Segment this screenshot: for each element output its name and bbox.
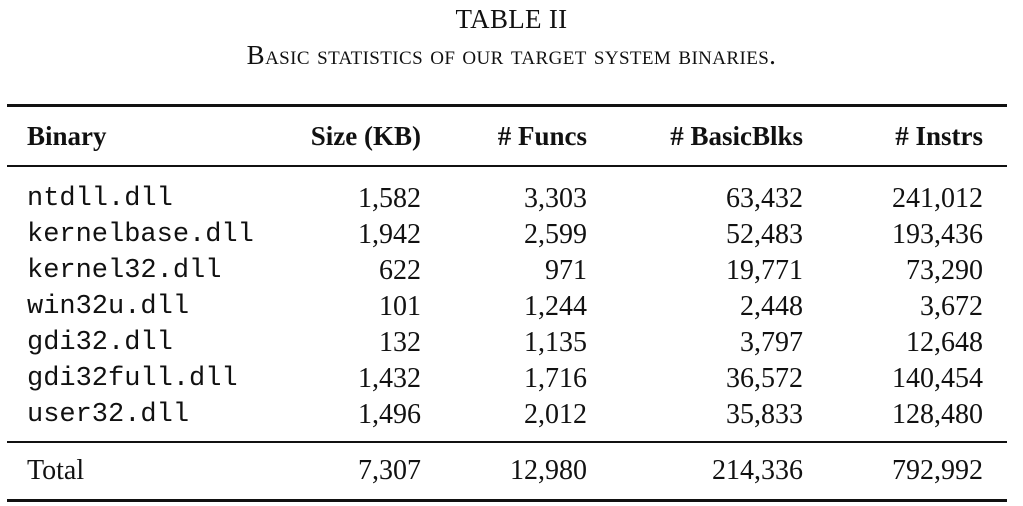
total-instrs: 792,992 bbox=[827, 441, 1007, 502]
table-row: ntdll.dll 1,582 3,303 63,432 241,012 bbox=[7, 166, 1007, 217]
cell-basic-blocks: 19,771 bbox=[726, 255, 803, 286]
header-basic-blocks: # BasicBlks bbox=[611, 104, 827, 167]
cell-funcs: 971 bbox=[545, 255, 587, 286]
cell-funcs: 1,135 bbox=[524, 327, 587, 358]
cell-binary: ntdll.dll bbox=[27, 184, 173, 214]
header-row: Binary Size (KB) # Funcs # BasicBlks # I… bbox=[7, 104, 1007, 167]
cell-basic-blocks: 3,797 bbox=[740, 327, 803, 358]
cell-instrs: 73,290 bbox=[906, 255, 983, 286]
table-label: TABLE II bbox=[455, 4, 568, 34]
cell-instrs: 12,648 bbox=[906, 327, 983, 358]
table-caption: Basic statistics of our target system bi… bbox=[246, 40, 777, 70]
cell-size: 1,582 bbox=[358, 183, 421, 214]
cell-binary: gdi32.dll bbox=[27, 328, 173, 358]
cell-binary: gdi32full.dll bbox=[27, 364, 238, 394]
cell-basic-blocks: 63,432 bbox=[726, 183, 803, 214]
cell-binary: user32.dll bbox=[27, 400, 190, 430]
cell-funcs: 1,244 bbox=[524, 291, 587, 322]
cell-funcs: 1,716 bbox=[524, 363, 587, 394]
cell-binary: kernel32.dll bbox=[27, 256, 222, 286]
table-footer: Total 7,307 12,980 214,336 792,992 bbox=[7, 441, 1007, 502]
total-label: Total bbox=[7, 441, 262, 502]
cell-instrs: 193,436 bbox=[892, 219, 983, 250]
table-body: ntdll.dll 1,582 3,303 63,432 241,012 ker… bbox=[7, 166, 1007, 442]
header-funcs: # Funcs bbox=[445, 104, 611, 167]
cell-size: 622 bbox=[379, 255, 421, 286]
cell-size: 101 bbox=[379, 291, 421, 322]
cell-size: 132 bbox=[379, 327, 421, 358]
total-funcs: 12,980 bbox=[445, 441, 611, 502]
table-row: gdi32.dll 132 1,135 3,797 12,648 bbox=[7, 325, 1007, 361]
cell-binary: win32u.dll bbox=[27, 292, 190, 322]
table-row: kernelbase.dll 1,942 2,599 52,483 193,43… bbox=[7, 217, 1007, 253]
cell-instrs: 241,012 bbox=[892, 183, 983, 214]
total-basic-blocks: 214,336 bbox=[611, 441, 827, 502]
header-instrs: # Instrs bbox=[827, 104, 1007, 167]
cell-instrs: 140,454 bbox=[892, 363, 983, 394]
cell-size: 1,942 bbox=[358, 219, 421, 250]
cell-size: 1,496 bbox=[358, 399, 421, 430]
binary-statistics-table: Binary Size (KB) # Funcs # BasicBlks # I… bbox=[7, 104, 1007, 502]
table-row: gdi32full.dll 1,432 1,716 36,572 140,454 bbox=[7, 361, 1007, 397]
cell-instrs: 128,480 bbox=[892, 399, 983, 430]
table-header: Binary Size (KB) # Funcs # BasicBlks # I… bbox=[7, 104, 1007, 167]
cell-basic-blocks: 36,572 bbox=[726, 363, 803, 394]
cell-basic-blocks: 2,448 bbox=[740, 291, 803, 322]
table-row: win32u.dll 101 1,244 2,448 3,672 bbox=[7, 289, 1007, 325]
cell-instrs: 3,672 bbox=[920, 291, 983, 322]
cell-funcs: 2,599 bbox=[524, 219, 587, 250]
total-row: Total 7,307 12,980 214,336 792,992 bbox=[7, 441, 1007, 502]
table-row: kernel32.dll 622 971 19,771 73,290 bbox=[7, 253, 1007, 289]
cell-funcs: 3,303 bbox=[524, 183, 587, 214]
header-binary: Binary bbox=[7, 104, 262, 167]
cell-binary: kernelbase.dll bbox=[27, 220, 254, 250]
table-row: user32.dll 1,496 2,012 35,833 128,480 bbox=[7, 397, 1007, 442]
cell-size: 1,432 bbox=[358, 363, 421, 394]
cell-basic-blocks: 35,833 bbox=[726, 399, 803, 430]
header-size: Size (KB) bbox=[262, 104, 445, 167]
cell-funcs: 2,012 bbox=[524, 399, 587, 430]
cell-basic-blocks: 52,483 bbox=[726, 219, 803, 250]
total-size: 7,307 bbox=[262, 441, 445, 502]
